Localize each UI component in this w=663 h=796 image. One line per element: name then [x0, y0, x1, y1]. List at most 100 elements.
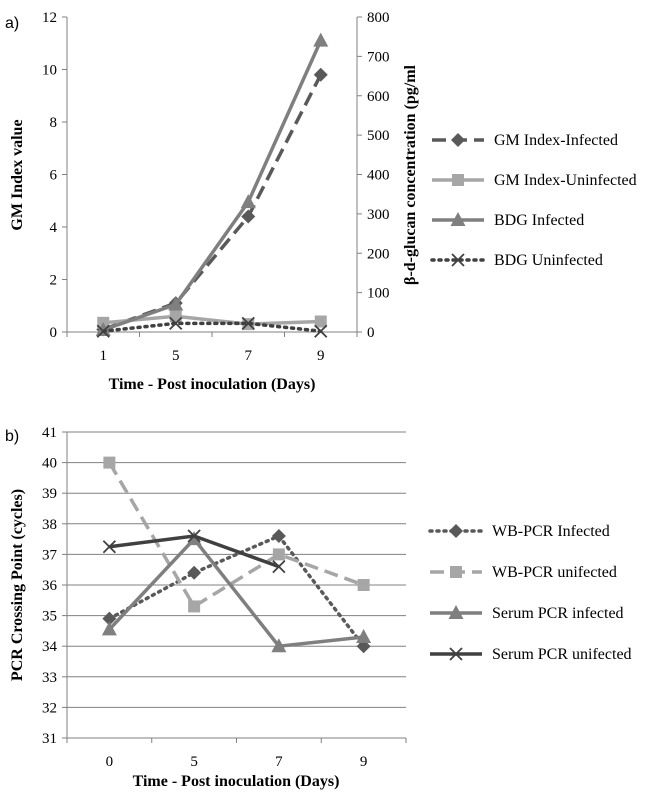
right-y-tick-label: 200: [367, 246, 390, 262]
legend-swatch-marker: [451, 133, 465, 147]
data-point-marker: [102, 611, 117, 626]
data-point-marker: [356, 629, 372, 644]
panel-a-y-axis-label: GM Index value: [9, 119, 26, 230]
panel-b-y-axis-label: PCR Crossing Point (cycles): [9, 489, 26, 681]
panel-a-legend: GM Index-Infected GM Index-Uninfected BDG …: [430, 132, 637, 269]
legend-swatch-marker: [450, 212, 466, 226]
data-point-marker: [103, 456, 116, 469]
panel-a-right-y-axis-label: β-d-glucan concentration (pg/ml: [402, 64, 419, 285]
data-point-marker: [169, 316, 183, 330]
series-line: [102, 39, 323, 332]
series-serum-pcr-infected: [101, 531, 372, 653]
data-point-marker: [313, 67, 328, 82]
legend-item: WB-PCR Infected: [428, 523, 610, 540]
legend-label: WB-PCR Infected: [492, 523, 610, 540]
panel-a-label: a): [5, 15, 19, 32]
series-bdg-uninfected: [96, 316, 328, 338]
data-point-marker: [241, 316, 255, 330]
series-bdg-infected: [95, 32, 329, 337]
legend-swatch-marker: [449, 647, 463, 661]
legend-item: GM Index-Infected: [432, 132, 618, 149]
data-point-marker: [95, 322, 111, 337]
data-point-marker: [271, 638, 287, 653]
data-point-marker: [102, 540, 117, 554]
y-tick-label: 34: [42, 639, 58, 655]
panel-a-x-axis-label: Time - Post inoculation (Days): [109, 376, 316, 393]
data-point-marker: [96, 324, 110, 338]
right-y-tick-label: 0: [367, 325, 375, 341]
series-line: [107, 461, 365, 609]
x-tick-label: 1: [100, 348, 108, 364]
right-y-tick-label: 700: [367, 49, 390, 65]
y-tick-label: 4: [50, 220, 58, 236]
y-tick-label: 41: [42, 425, 57, 441]
legend-swatch-marker: [451, 253, 465, 267]
panel-b-x-axis-label: Time - Post inoculation (Days): [133, 773, 340, 790]
x-tick-label: 9: [360, 754, 368, 770]
series-line: [108, 536, 364, 649]
right-y-tick-label: 100: [367, 286, 390, 302]
data-point-marker: [313, 32, 329, 47]
data-point-marker: [169, 310, 182, 323]
legend-item: GM Index-Uninfected: [432, 172, 637, 189]
legend-label: WB-PCR unifected: [492, 564, 617, 581]
series-serum-pcr-unifected: [102, 529, 286, 574]
legend-item: BDG Uninfected: [430, 252, 603, 269]
panel-b-chart: b) 31 32 33 34 35 36 37 38 39 40 41 0 5 7 9 PCR Cross…: [5, 425, 632, 790]
series-wb-pcr-unifected: [103, 456, 370, 613]
legend-label: BDG Infected: [494, 212, 584, 229]
right-y-tick-label: 500: [367, 128, 390, 144]
legend-swatch-marker: [450, 566, 462, 578]
right-y-tick-label: 800: [367, 10, 390, 26]
data-point-marker: [101, 621, 117, 636]
legend-label: BDG Uninfected: [494, 252, 603, 269]
series-line: [101, 321, 323, 333]
panel-a-chart: a) 0 2 4 6 8 10 12 0 100 200 300 400 500 600 700 800 1…: [5, 10, 637, 393]
legend-item: BDG Infected: [432, 212, 584, 229]
y-tick-label: 40: [42, 456, 57, 472]
y-tick-label: 38: [42, 517, 57, 533]
x-tick-label: 0: [106, 754, 114, 770]
right-y-tick-label: 600: [367, 89, 390, 105]
y-tick-label: 31: [42, 731, 57, 747]
y-tick-label: 10: [42, 63, 57, 79]
legend-label: Serum PCR infected: [492, 605, 624, 622]
data-point-marker: [240, 194, 256, 209]
data-point-marker: [271, 529, 286, 544]
panel-b-label: b): [5, 428, 19, 445]
data-point-marker: [187, 529, 201, 543]
data-point-marker: [314, 324, 328, 338]
series-line: [102, 73, 323, 332]
y-tick-label: 35: [42, 609, 57, 625]
x-tick-label: 5: [172, 348, 180, 364]
y-tick-label: 0: [50, 325, 58, 341]
y-tick-label: 33: [42, 670, 57, 686]
y-tick-label: 39: [42, 486, 57, 502]
legend-item: WB-PCR unifected: [430, 564, 617, 581]
x-tick-label: 7: [275, 754, 283, 770]
data-point-marker: [241, 209, 256, 224]
legend-label: GM Index-Uninfected: [494, 172, 637, 189]
data-point-marker: [187, 565, 202, 580]
series-gm-index-infected: [96, 67, 328, 337]
legend-swatch-marker: [449, 524, 463, 538]
y-tick-label: 8: [50, 115, 58, 131]
data-point-marker: [188, 600, 201, 613]
legend-label: Serum PCR unifected: [492, 646, 632, 663]
legend-label: GM Index-Infected: [494, 132, 618, 149]
y-tick-label: 12: [42, 10, 57, 26]
data-point-marker: [357, 579, 370, 591]
x-tick-label: 5: [190, 754, 198, 770]
data-point-marker: [314, 315, 327, 328]
data-point-marker: [272, 548, 285, 561]
y-tick-label: 32: [42, 700, 57, 716]
data-point-marker: [186, 531, 202, 546]
y-tick-label: 2: [50, 273, 58, 289]
legend-item: Serum PCR unifected: [430, 646, 632, 663]
x-tick-label: 7: [245, 348, 253, 364]
series-line: [103, 314, 321, 326]
series-line: [107, 533, 366, 648]
panel-b-legend: WB-PCR Infected WB-PCR unifected Serum PCR…: [428, 523, 632, 663]
legend-swatch-marker: [448, 605, 464, 619]
x-tick-label: 9: [317, 348, 325, 364]
